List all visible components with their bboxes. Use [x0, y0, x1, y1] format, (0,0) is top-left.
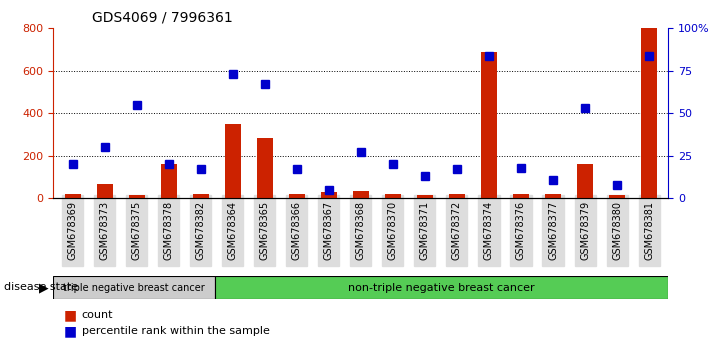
Bar: [481, 52, 497, 198]
Text: ■: ■: [64, 324, 77, 338]
Bar: [129, 195, 144, 198]
Bar: [161, 164, 176, 198]
Text: triple negative breast cancer: triple negative breast cancer: [63, 282, 205, 293]
Text: disease state: disease state: [4, 282, 77, 292]
Bar: [53, 276, 215, 299]
Bar: [385, 194, 401, 198]
Bar: [97, 184, 112, 198]
Bar: [545, 194, 561, 198]
Bar: [417, 195, 433, 198]
Text: non-triple negative breast cancer: non-triple negative breast cancer: [348, 282, 535, 293]
Text: ■: ■: [64, 308, 77, 322]
Bar: [609, 195, 625, 198]
Bar: [65, 194, 80, 198]
Bar: [193, 194, 209, 198]
Bar: [513, 194, 529, 198]
Bar: [353, 191, 369, 198]
Bar: [449, 194, 465, 198]
Bar: [577, 164, 593, 198]
Bar: [225, 124, 241, 198]
Bar: [321, 192, 337, 198]
Text: GDS4069 / 7996361: GDS4069 / 7996361: [92, 11, 233, 25]
Text: percentile rank within the sample: percentile rank within the sample: [82, 326, 269, 336]
Bar: [289, 194, 305, 198]
Bar: [641, 28, 657, 198]
Bar: [215, 276, 668, 299]
Bar: [257, 138, 273, 198]
Text: count: count: [82, 310, 113, 320]
Text: ▶: ▶: [38, 281, 48, 294]
